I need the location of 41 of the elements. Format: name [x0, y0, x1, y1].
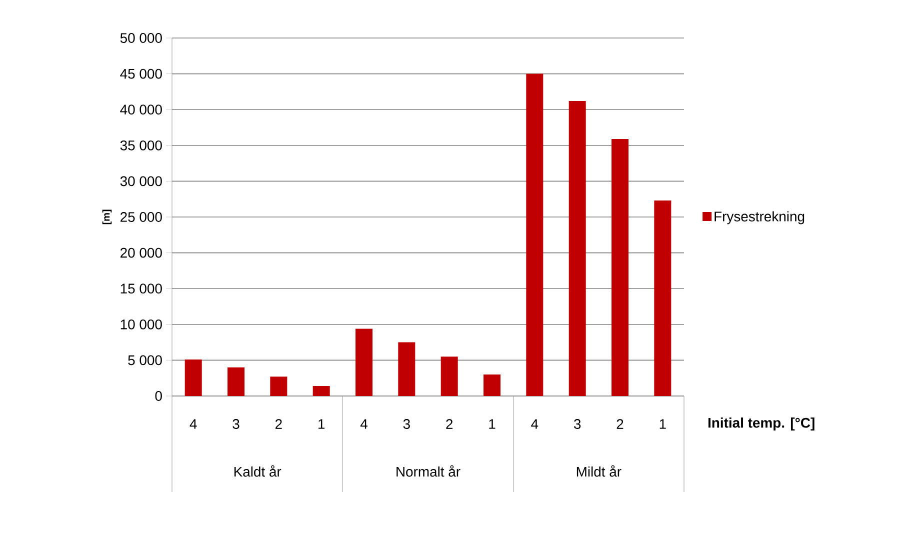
- bar: [612, 138, 629, 396]
- text: Kaldt år: [234, 465, 282, 477]
- x-tick-label: 4: [531, 419, 538, 429]
- bar: [568, 101, 586, 396]
- bar: [228, 367, 245, 396]
- y-tick-label: 35 000: [120, 140, 162, 150]
- bar: [270, 376, 288, 396]
- y-tick-label: 30 000: [120, 176, 162, 186]
- x-tick-label: 1: [660, 419, 666, 429]
- text: Normalt år: [396, 465, 460, 477]
- legend-label: Frysestrekning: [714, 211, 804, 224]
- x-tick-label: 1: [489, 419, 496, 429]
- bar: [312, 386, 330, 396]
- x-tick-label: 2: [275, 419, 282, 429]
- y-tick-label: 40 000: [120, 104, 162, 115]
- y-tick-label: 0: [155, 391, 162, 401]
- bar: [398, 342, 416, 396]
- y-axis-title: [m]: [102, 210, 112, 224]
- y-tick-label: 10 000: [120, 319, 162, 330]
- y-tick-label: 25 000: [120, 212, 162, 222]
- y-tick-label: 15 000: [120, 284, 162, 294]
- y-tick-label: 20 000: [120, 248, 162, 258]
- text: Mildt år: [576, 465, 622, 477]
- x-tick-label: 3: [403, 419, 410, 429]
- bar: [356, 328, 373, 396]
- bar: [654, 200, 672, 396]
- x-tick-label: 3: [232, 419, 240, 429]
- bar: [440, 356, 458, 396]
- x-tick-label: 2: [446, 419, 453, 429]
- x-tick-label: 1: [318, 419, 325, 429]
- x-axis-title: Initial temp. [°C]: [708, 418, 814, 430]
- y-tick-label: 45 000: [120, 68, 162, 79]
- x-tick-label: 3: [574, 419, 581, 429]
- y-tick-label: 50 000: [120, 33, 162, 43]
- bar: [526, 74, 544, 396]
- x-tick-label: 4: [360, 419, 368, 429]
- bar: [184, 359, 202, 396]
- bar: [484, 374, 501, 396]
- x-tick-label: 2: [616, 419, 624, 429]
- x-tick-label: 4: [190, 419, 197, 429]
- y-tick-label: 5 000: [128, 355, 162, 366]
